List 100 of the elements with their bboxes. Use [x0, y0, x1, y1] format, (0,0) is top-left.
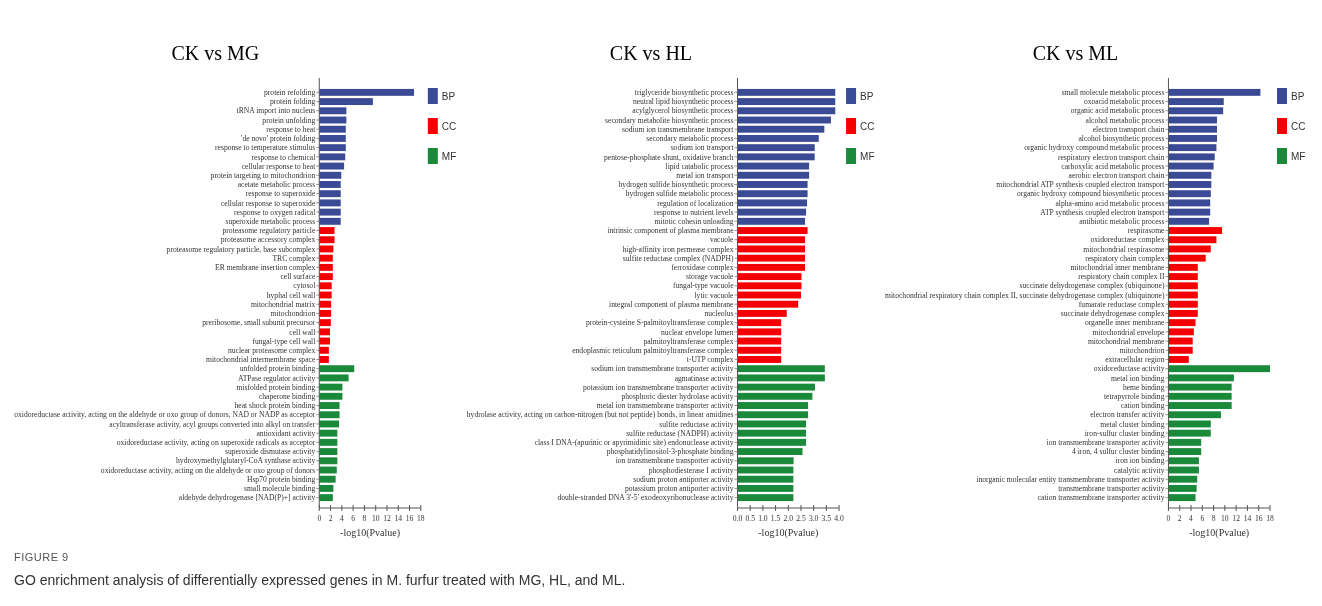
bar	[737, 107, 836, 115]
bar	[1168, 282, 1198, 290]
bar	[737, 98, 836, 106]
bar	[1168, 88, 1261, 96]
caption: FIGURE 9	[14, 551, 69, 563]
bar	[319, 144, 346, 152]
legend-label: CC	[441, 120, 457, 132]
bar	[737, 429, 807, 437]
bar	[1168, 236, 1217, 244]
bar	[1168, 254, 1206, 262]
bar	[737, 328, 782, 336]
bar	[1168, 328, 1194, 336]
bar	[737, 217, 806, 225]
bar	[737, 383, 815, 391]
bar	[737, 273, 802, 281]
bar	[319, 227, 335, 234]
bar	[319, 457, 338, 465]
legend-label: MF	[860, 150, 875, 162]
bar	[737, 125, 825, 133]
bar	[319, 365, 355, 373]
bar	[319, 98, 373, 106]
bar	[1168, 356, 1189, 363]
bar	[319, 494, 333, 502]
bar	[319, 153, 346, 161]
bar	[319, 383, 343, 391]
bar	[319, 484, 334, 492]
bar	[737, 475, 794, 483]
bar	[737, 356, 782, 363]
bar	[1168, 107, 1224, 115]
bar	[1168, 475, 1198, 483]
bar	[1168, 429, 1211, 437]
bar	[319, 282, 332, 290]
bar	[319, 346, 329, 354]
bar	[319, 429, 338, 437]
bar	[737, 263, 806, 271]
bar	[737, 153, 815, 161]
bar	[319, 217, 341, 225]
bar	[1168, 392, 1232, 400]
bar	[1168, 457, 1199, 465]
x-axis-title: -log10(Pvalue)	[340, 527, 401, 539]
bar	[737, 227, 808, 234]
bar	[1168, 208, 1211, 216]
bar	[1168, 171, 1212, 179]
bar	[737, 484, 794, 492]
bar	[737, 134, 819, 142]
bar	[319, 300, 332, 308]
bar	[1168, 98, 1224, 106]
bar	[319, 263, 333, 271]
bar	[1168, 199, 1211, 207]
legend-label: CC	[1291, 120, 1306, 132]
bar	[319, 199, 341, 207]
bar	[1168, 263, 1198, 271]
bar	[319, 254, 333, 262]
bar	[737, 88, 836, 96]
bar	[737, 181, 808, 188]
x-axis-title: -log10(Pvalue)	[758, 527, 819, 539]
bar	[1168, 374, 1234, 382]
legend-label: BP	[1291, 90, 1305, 102]
bar	[1168, 383, 1232, 391]
bar	[319, 134, 346, 142]
chart-title: CK vs ML	[1032, 42, 1119, 64]
bar	[737, 365, 825, 373]
bar	[319, 171, 342, 179]
bar	[319, 402, 340, 409]
bar	[737, 392, 813, 400]
bar	[1168, 346, 1193, 354]
legend-label: BP	[860, 90, 874, 102]
bar	[737, 171, 810, 179]
bar	[1168, 162, 1214, 170]
bar	[1168, 217, 1210, 225]
bar	[1168, 144, 1217, 152]
bar	[737, 144, 815, 152]
bar	[737, 438, 807, 446]
bar	[319, 475, 336, 483]
bar	[1168, 153, 1215, 161]
bar	[1168, 181, 1212, 188]
bar	[319, 273, 333, 281]
bar	[1168, 411, 1221, 419]
x-axis-title: -log10(Pvalue)	[1189, 527, 1250, 539]
bar	[319, 309, 332, 317]
bar	[737, 494, 794, 502]
bar	[319, 236, 335, 244]
bar	[1168, 273, 1198, 281]
bar	[1168, 190, 1211, 198]
bar	[737, 245, 806, 253]
bar	[737, 300, 799, 308]
chart-title: CK vs MG	[171, 42, 260, 64]
bar	[737, 448, 803, 456]
bar	[1168, 484, 1197, 492]
bar	[319, 319, 331, 327]
bar	[737, 346, 782, 354]
bar	[737, 457, 794, 465]
bar	[319, 208, 341, 216]
text: GO enrichment analysis of differentially expressed genes in M. furfur treated with MG, HL, and ML.	[14, 572, 626, 588]
bar	[1168, 337, 1193, 345]
bar	[1168, 125, 1217, 133]
bar	[319, 162, 345, 170]
legend-label: BP	[441, 90, 456, 102]
bar	[737, 411, 809, 419]
bar	[737, 190, 808, 198]
